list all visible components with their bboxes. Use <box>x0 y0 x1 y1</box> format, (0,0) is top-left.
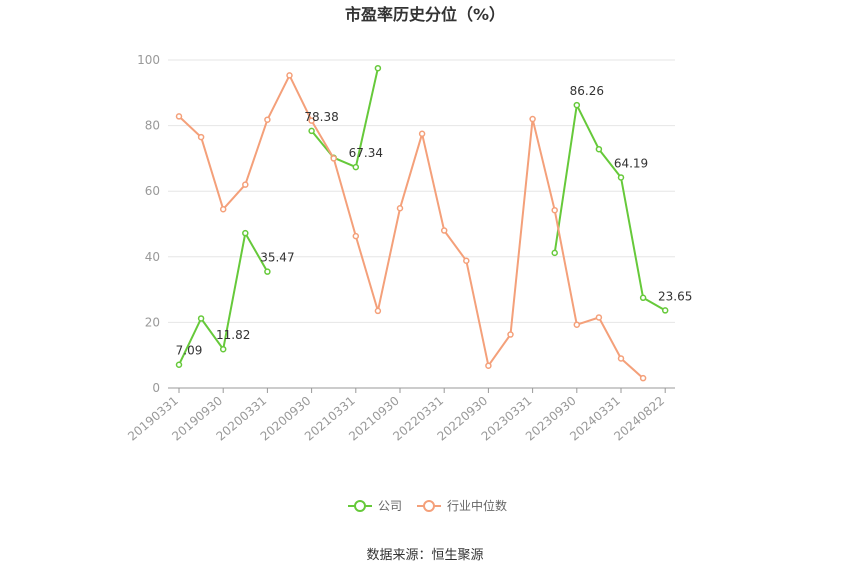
data-point[interactable] <box>242 181 249 188</box>
y-tick-label: 80 <box>145 119 160 133</box>
y-tick-label: 0 <box>152 381 160 395</box>
data-point[interactable] <box>374 64 382 72</box>
data-point[interactable] <box>573 101 581 109</box>
data-point[interactable] <box>330 155 337 162</box>
data-label: 23.65 <box>658 289 692 303</box>
legend-marker <box>354 500 366 512</box>
data-label: 78.38 <box>304 110 338 124</box>
data-point[interactable] <box>485 362 492 369</box>
y-axis: 0 20 40 60 80 100 <box>137 53 160 395</box>
data-point[interactable] <box>352 163 360 171</box>
legend-marker <box>423 500 435 512</box>
data-label: 86.26 <box>570 84 604 98</box>
data-point[interactable] <box>617 355 625 362</box>
data-point[interactable] <box>219 345 227 353</box>
y-tick-label: 60 <box>145 184 160 198</box>
legend-label: 行业中位数 <box>447 498 507 513</box>
data-point[interactable] <box>175 113 183 120</box>
series-line <box>310 67 379 169</box>
legend-item-company[interactable]: 公司 <box>348 499 402 513</box>
data-point[interactable] <box>219 205 227 213</box>
data-point[interactable] <box>242 229 249 237</box>
data-point[interactable] <box>529 115 536 123</box>
data-point[interactable] <box>396 205 404 212</box>
data-label: 11.82 <box>216 328 250 342</box>
x-axis: 2019033120190930202003312020093020210331… <box>125 388 667 444</box>
grid-lines <box>168 59 675 389</box>
data-point[interactable] <box>286 72 293 79</box>
data-point[interactable] <box>507 331 514 338</box>
data-point[interactable] <box>595 314 603 321</box>
data-labels: 7.09 11.82 35.47 78.38 67.34 86.26 64.19 23.65 <box>176 84 693 358</box>
legend[interactable]: 公司 行业中位数 <box>348 498 507 513</box>
data-point[interactable] <box>639 294 647 302</box>
series-company <box>175 64 669 368</box>
data-point[interactable] <box>308 127 315 135</box>
data-point[interactable] <box>308 117 315 124</box>
series-line <box>178 74 644 379</box>
legend-label: 公司 <box>378 499 402 513</box>
y-tick-label: 40 <box>145 250 160 264</box>
data-point[interactable] <box>463 257 470 264</box>
data-point[interactable] <box>374 307 382 315</box>
data-point[interactable] <box>573 321 581 328</box>
legend-item-industry-median[interactable]: 行业中位数 <box>417 498 507 513</box>
data-point[interactable] <box>661 307 669 314</box>
data-point[interactable] <box>418 130 426 138</box>
series-layer <box>175 64 669 382</box>
data-point[interactable] <box>352 232 360 240</box>
data-point[interactable] <box>551 249 558 257</box>
data-label: 7.09 <box>176 344 203 358</box>
y-tick-label: 20 <box>145 315 160 329</box>
data-point[interactable] <box>175 361 183 368</box>
data-point[interactable] <box>197 133 205 141</box>
data-point[interactable] <box>551 206 558 214</box>
data-point[interactable] <box>197 315 205 322</box>
data-label: 35.47 <box>260 251 294 265</box>
chart-title: 市盈率历史分位（%） <box>345 5 505 24</box>
data-point[interactable] <box>595 145 603 153</box>
data-point[interactable] <box>264 116 271 123</box>
y-tick-label: 100 <box>137 53 160 67</box>
data-label: 64.19 <box>614 156 648 170</box>
data-source: 数据来源：恒生聚源 <box>366 548 483 563</box>
data-point[interactable] <box>264 268 271 275</box>
series-industry-median <box>175 72 647 382</box>
data-point[interactable] <box>617 174 625 181</box>
data-point[interactable] <box>639 374 647 382</box>
data-label: 67.34 <box>349 146 383 160</box>
series-line <box>553 104 666 312</box>
data-point[interactable] <box>440 227 448 234</box>
